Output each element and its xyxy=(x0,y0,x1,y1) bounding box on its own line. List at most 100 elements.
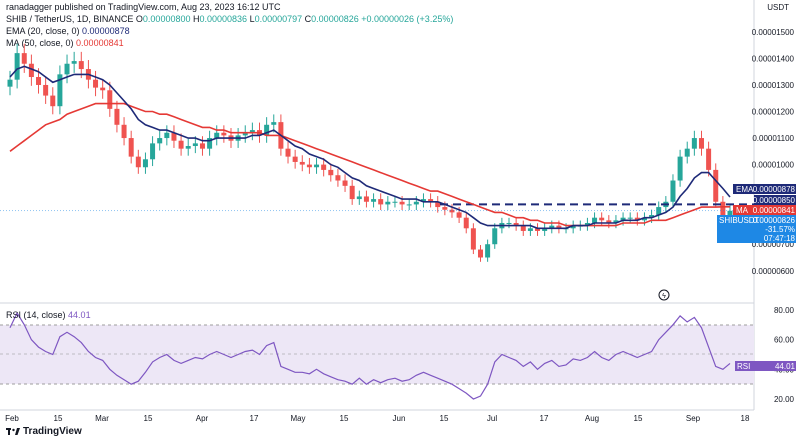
open-label: O xyxy=(135,14,143,24)
candle xyxy=(107,81,113,117)
candle xyxy=(100,79,106,99)
symbol-name[interactable]: SHIB / TetherUS, 1D, BINANCE xyxy=(6,14,134,24)
candle xyxy=(164,125,170,146)
candle xyxy=(413,196,419,211)
candle xyxy=(21,43,27,73)
candle xyxy=(378,193,384,211)
time-tick-label: May xyxy=(290,414,305,423)
candle xyxy=(171,125,177,148)
candle xyxy=(299,155,305,172)
time-tick-label: Apr xyxy=(196,414,209,423)
candle xyxy=(520,220,526,236)
time-tick-label: 15 xyxy=(440,414,449,423)
author-line: ranadagger published on TradingView.com,… xyxy=(6,2,281,12)
rsi-group xyxy=(9,311,731,400)
rsi-legend[interactable]: RSI (14, close) 44.01 xyxy=(6,310,91,320)
candle xyxy=(328,163,334,182)
high-label: H xyxy=(193,14,200,24)
ema-tag-name: EMA xyxy=(736,185,754,194)
low-value: 0.00000797 xyxy=(254,14,303,24)
price-tick-label: 0.00001300 xyxy=(752,81,795,90)
candle xyxy=(485,239,491,262)
candle xyxy=(221,125,227,143)
candle xyxy=(677,149,683,187)
tradingview-logo-icon xyxy=(6,427,20,435)
time-tick-label: 15 xyxy=(144,414,153,423)
candle xyxy=(292,149,298,169)
close-label: C xyxy=(304,14,312,24)
rsi-tag-name: RSI xyxy=(737,362,750,371)
candle xyxy=(371,193,377,208)
candle xyxy=(285,141,291,164)
time-tick-label: Sep xyxy=(686,414,701,423)
candle xyxy=(50,87,56,115)
price-tick-label: 0.00001400 xyxy=(752,54,795,63)
rsi-tick-label: 60.00 xyxy=(774,336,795,345)
candle xyxy=(314,157,320,174)
time-tick-label: Jul xyxy=(487,414,497,423)
time-tick-label: 15 xyxy=(54,414,63,423)
level-tag-value: 0.00000850 xyxy=(753,196,796,205)
time-tick-label: Jun xyxy=(393,414,406,423)
candle xyxy=(207,130,213,156)
rsi-line[interactable] xyxy=(9,311,731,400)
candle xyxy=(114,100,120,133)
ma-tag: MA 0.00000841 xyxy=(733,205,796,215)
candle xyxy=(43,76,49,104)
ma-50-line[interactable] xyxy=(9,102,730,227)
ema-20-line[interactable] xyxy=(9,65,731,230)
candle xyxy=(492,223,498,249)
candle xyxy=(14,43,20,89)
candle xyxy=(670,174,676,208)
candle xyxy=(706,141,712,177)
rsi-legend-value: 44.01 xyxy=(68,310,91,320)
event-marker-icon[interactable] xyxy=(658,289,670,301)
price-tick-label: 0.00001500 xyxy=(752,28,795,37)
rsi-legend-label: RSI (14, close) xyxy=(6,310,66,320)
ema-tag-value: 0.00000878 xyxy=(753,185,796,194)
candle xyxy=(420,193,426,208)
ema-legend[interactable]: EMA (20, close, 0) 0.00000878 xyxy=(6,26,130,36)
last-tag-name: SHIBUSDT xyxy=(719,216,760,225)
high-value: 0.00000836 xyxy=(199,14,248,24)
last-tag-countdown: 07:47:18 xyxy=(764,234,796,243)
change-value: +0.00000026 (+3.25%) xyxy=(361,14,454,24)
lightning-icon: ϟ xyxy=(662,293,666,300)
candle xyxy=(249,122,255,141)
candle xyxy=(513,217,519,231)
price-tick-label: 0.00001200 xyxy=(752,108,795,117)
candle xyxy=(71,51,77,73)
ma-legend-value: 0.00000841 xyxy=(76,38,124,48)
ma-legend[interactable]: MA (50, close, 0) 0.00000841 xyxy=(6,38,124,48)
candle xyxy=(435,196,441,213)
time-tick-label: 15 xyxy=(634,414,643,423)
candle xyxy=(385,196,391,211)
candle xyxy=(477,245,483,262)
candle xyxy=(363,190,369,208)
time-tick-label: Feb xyxy=(5,414,19,423)
candle xyxy=(392,196,398,208)
ma-legend-label: MA (50, close, 0) xyxy=(6,38,74,48)
candle xyxy=(135,149,141,174)
candle xyxy=(142,152,148,174)
tradingview-logo[interactable]: TradingView xyxy=(6,426,82,437)
last-tag-value: 0.00000826 xyxy=(753,216,796,225)
indicator-lines-group xyxy=(0,65,754,230)
candles-group xyxy=(7,43,733,262)
candle xyxy=(349,179,355,205)
candle xyxy=(698,130,704,156)
time-tick-label: Mar xyxy=(95,414,109,423)
ma-tag-value: 0.00000841 xyxy=(753,206,796,215)
candle xyxy=(185,138,191,156)
ema-legend-label: EMA (20, close, 0) xyxy=(6,26,80,36)
candle xyxy=(128,130,134,164)
candle xyxy=(150,136,156,167)
candle xyxy=(264,117,270,143)
candle xyxy=(321,157,327,177)
candle xyxy=(584,217,590,231)
candle xyxy=(406,198,412,211)
candle xyxy=(93,70,99,97)
candle xyxy=(157,130,163,151)
candle xyxy=(306,157,312,174)
